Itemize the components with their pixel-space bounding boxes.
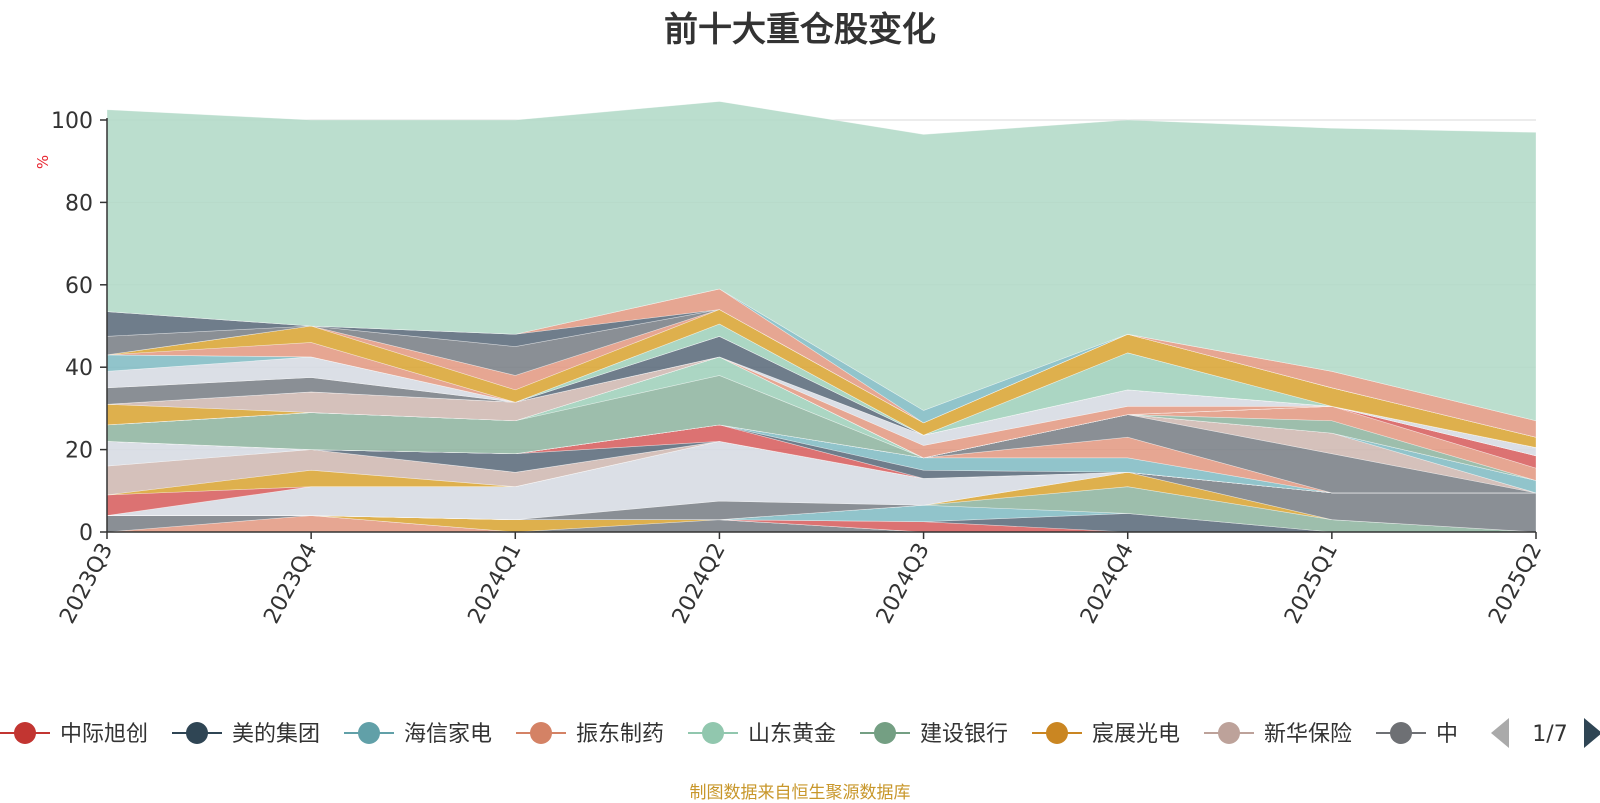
- legend-item[interactable]: 振东制药: [516, 722, 664, 747]
- x-tick-label: 2024Q4: [1076, 539, 1139, 628]
- legend-label: 新华保险: [1264, 722, 1352, 747]
- legend-label: 美的集团: [232, 722, 320, 747]
- legend-item[interactable]: 宸展光电: [1032, 722, 1180, 747]
- x-tick-label: 2024Q2: [668, 539, 731, 628]
- legend-label: 海信家电: [404, 722, 492, 747]
- legend-item[interactable]: 建设银行: [860, 722, 1008, 747]
- legend-item[interactable]: 美的集团: [172, 722, 320, 747]
- y-tick-label: 0: [79, 521, 93, 546]
- y-tick-label: 20: [65, 439, 93, 464]
- legend-item[interactable]: 中际旭创: [0, 722, 148, 747]
- y-tick-label: 40: [65, 356, 93, 381]
- x-tick-label: 2024Q1: [464, 539, 527, 628]
- legend-pager: 1/7: [1491, 718, 1600, 748]
- legend-label: 山东黄金: [748, 722, 836, 747]
- legend-label: 中: [1436, 722, 1458, 747]
- legend-label: 中际旭创: [60, 722, 148, 747]
- legend: 中际旭创 美的集团 海信家电 振东制药 山东黄金 建设银行 宸展光电 新华保险 中: [0, 722, 1458, 747]
- legend-item[interactable]: 中: [1376, 722, 1458, 747]
- x-tick-label: 2023Q4: [259, 539, 322, 628]
- legend-label: 建设银行: [920, 722, 1008, 747]
- y-tick-label: 100: [51, 109, 93, 134]
- legend-item[interactable]: 海信家电: [344, 722, 492, 747]
- area-series: [106, 101, 1537, 422]
- x-tick-label: 2024Q3: [872, 539, 935, 628]
- y-tick-label: 80: [65, 191, 93, 216]
- y-tick-label: 60: [65, 274, 93, 299]
- source-note: 制图数据来自恒生聚源数据库: [689, 783, 911, 803]
- legend-page-indicator: 1/7: [1532, 722, 1567, 747]
- area-layers: [106, 101, 1537, 533]
- x-tick-label: 2023Q3: [55, 539, 118, 628]
- x-tick-label: 2025Q2: [1484, 539, 1547, 628]
- legend-item[interactable]: 新华保险: [1204, 722, 1352, 747]
- y-axis-label: %: [34, 155, 52, 169]
- x-tick-label: 2025Q1: [1280, 539, 1343, 628]
- arrow-right-icon[interactable]: [1584, 718, 1600, 748]
- legend-label: 振东制药: [576, 722, 664, 747]
- chart-title: 前十大重仓股变化: [664, 10, 936, 50]
- arrow-left-icon[interactable]: [1491, 718, 1509, 748]
- legend-item[interactable]: 山东黄金: [688, 722, 836, 747]
- legend-label: 宸展光电: [1092, 722, 1180, 747]
